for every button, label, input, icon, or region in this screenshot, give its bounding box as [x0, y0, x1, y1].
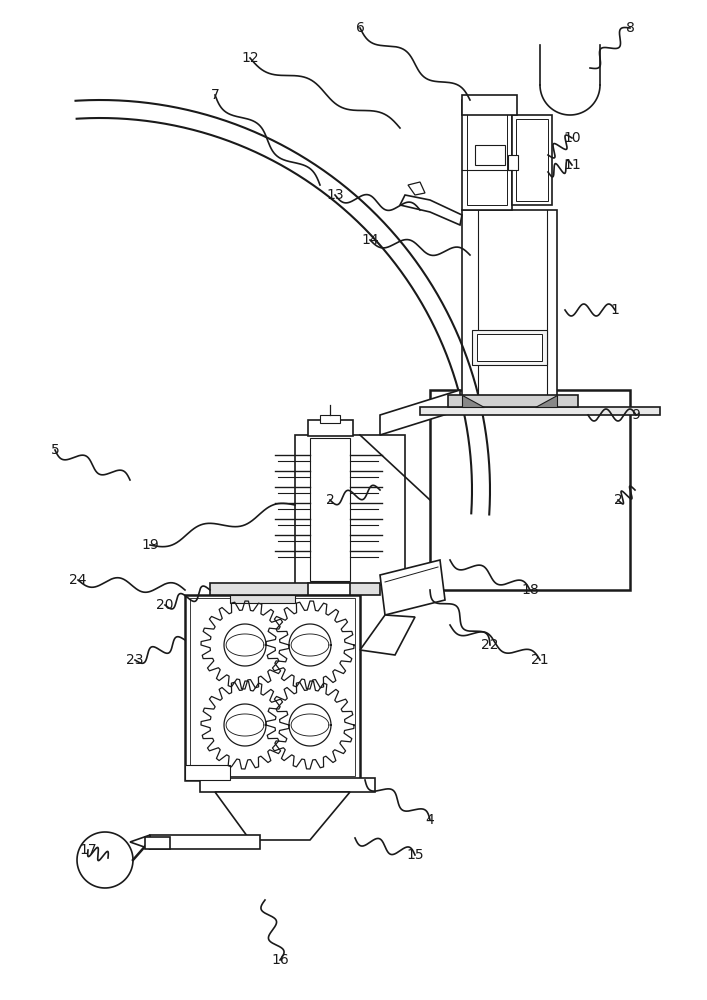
- Bar: [200, 778, 375, 792]
- Polygon shape: [380, 560, 445, 615]
- Bar: [477, 334, 542, 361]
- Text: 7: 7: [211, 88, 219, 102]
- Text: 23: 23: [127, 653, 144, 667]
- Bar: [310, 438, 350, 581]
- Text: 21: 21: [531, 653, 549, 667]
- Text: 15: 15: [407, 848, 423, 862]
- Text: 18: 18: [521, 583, 539, 597]
- Bar: [230, 595, 295, 603]
- Text: 5: 5: [51, 443, 59, 457]
- Text: 11: 11: [563, 158, 581, 172]
- Bar: [185, 765, 230, 780]
- Bar: [467, 105, 507, 205]
- Text: 20: 20: [156, 598, 174, 612]
- Bar: [512, 115, 552, 205]
- Polygon shape: [380, 390, 460, 435]
- Text: 16: 16: [271, 953, 289, 967]
- Text: 9: 9: [631, 408, 641, 422]
- Text: 14: 14: [361, 233, 379, 247]
- Polygon shape: [408, 182, 425, 195]
- Polygon shape: [360, 615, 415, 655]
- Polygon shape: [130, 835, 150, 849]
- Text: 4: 4: [426, 813, 434, 827]
- Bar: [185, 595, 360, 780]
- Bar: [462, 210, 557, 400]
- Text: 17: 17: [79, 843, 97, 857]
- Text: 24: 24: [69, 573, 87, 587]
- Bar: [420, 407, 660, 415]
- Polygon shape: [462, 395, 484, 407]
- Bar: [150, 835, 260, 849]
- Bar: [475, 145, 505, 165]
- Text: 19: 19: [141, 538, 159, 552]
- Text: 8: 8: [626, 21, 634, 35]
- Bar: [190, 598, 355, 776]
- Bar: [320, 415, 340, 423]
- Bar: [508, 155, 518, 170]
- Text: 1: 1: [611, 303, 619, 317]
- Bar: [308, 420, 353, 436]
- Text: 22: 22: [481, 638, 498, 652]
- Bar: [472, 330, 547, 365]
- Bar: [448, 395, 578, 407]
- Bar: [308, 583, 350, 595]
- Text: 2: 2: [614, 493, 622, 507]
- Text: 2: 2: [326, 493, 334, 507]
- Bar: [462, 95, 517, 115]
- Text: 12: 12: [241, 51, 259, 65]
- Bar: [516, 119, 548, 201]
- Bar: [210, 583, 380, 595]
- Bar: [145, 837, 170, 849]
- Polygon shape: [535, 395, 557, 407]
- Bar: [462, 100, 512, 210]
- Polygon shape: [400, 195, 462, 225]
- Text: 13: 13: [326, 188, 344, 202]
- Bar: [430, 390, 630, 590]
- Text: 10: 10: [563, 131, 581, 145]
- Bar: [295, 435, 405, 585]
- Text: 6: 6: [356, 21, 364, 35]
- Polygon shape: [215, 792, 350, 840]
